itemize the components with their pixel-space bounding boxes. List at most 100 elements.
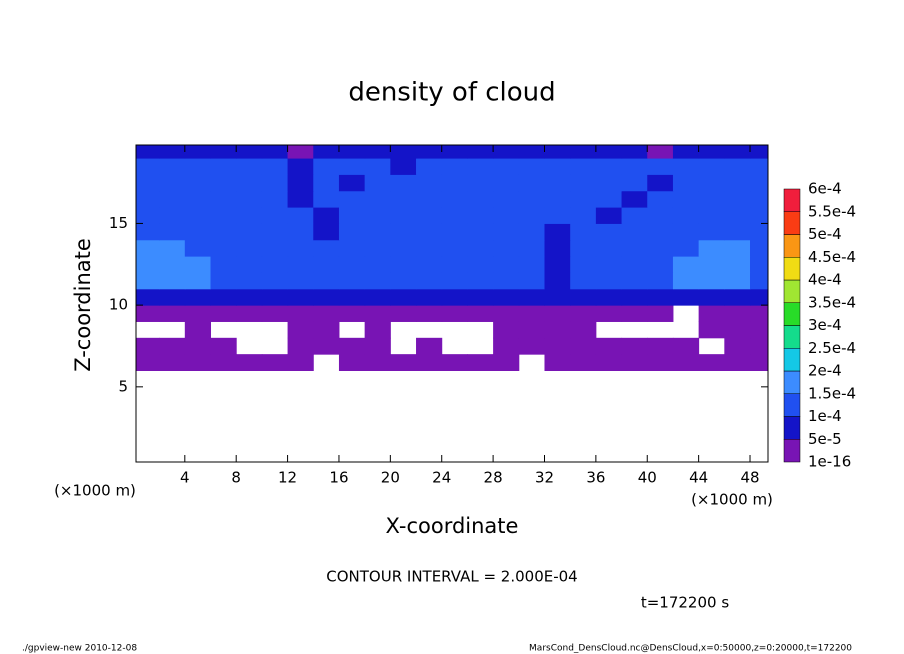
field-cell (544, 272, 571, 290)
field-cell (136, 223, 160, 241)
plot-frame (135, 144, 769, 463)
field-cell (621, 190, 648, 208)
field-cell (750, 190, 768, 208)
field-cell (313, 305, 340, 322)
field-cell (364, 256, 391, 273)
field-cell (159, 354, 186, 371)
field-cell (416, 207, 443, 224)
field-cell (724, 223, 751, 241)
field-cell (210, 354, 237, 371)
field-cell (518, 321, 545, 339)
field-cell (493, 337, 520, 355)
field-cell (210, 272, 237, 290)
chart-title: density of cloud (348, 78, 555, 108)
field-cell (338, 337, 366, 355)
y-tick-label: 5 (118, 377, 128, 395)
field-cell (724, 354, 751, 371)
field-cell (338, 223, 366, 241)
field-cell (544, 174, 571, 192)
field-cell (724, 256, 751, 273)
colorbar-box (783, 325, 801, 349)
field-cell (544, 288, 571, 306)
field-cell (390, 145, 417, 159)
field-cell (441, 272, 468, 290)
colorbar-label: 4.5e-4 (808, 248, 856, 266)
field-cell (287, 256, 314, 273)
x-tick-label: 28 (484, 469, 503, 487)
field-cell (287, 272, 314, 290)
field-cell (184, 158, 212, 175)
field-cell (698, 272, 725, 290)
colorbar-label: 2e-4 (808, 362, 842, 380)
field-cell (647, 158, 674, 175)
field-cell (159, 288, 186, 306)
field-cell (467, 239, 494, 257)
x-tick-label: 48 (740, 469, 759, 487)
field-cell (750, 321, 768, 339)
field-cell (136, 158, 160, 175)
field-cell (364, 305, 391, 322)
field-cell (595, 337, 623, 355)
field-cell (518, 190, 545, 208)
field-cell (287, 207, 314, 224)
field-cell (595, 158, 623, 175)
x-tick-label: 20 (381, 469, 400, 487)
field-cell (493, 272, 520, 290)
field-cell (441, 239, 468, 257)
field-cell (210, 174, 237, 192)
x-tick-label: 4 (180, 469, 190, 487)
colorbar-label: 1.5e-4 (808, 384, 856, 402)
field-cell (184, 223, 212, 241)
field-cell (750, 305, 768, 322)
field-cell (390, 239, 417, 257)
field-cell (313, 288, 340, 306)
field-cell (544, 321, 571, 339)
field-cell (287, 223, 314, 241)
field-cell (390, 174, 417, 192)
field-cell (236, 272, 263, 290)
field-cell (364, 354, 391, 371)
field-cell (261, 256, 289, 273)
field-cell (313, 190, 340, 208)
field-cell (210, 207, 237, 224)
field-cell (313, 174, 340, 192)
field-cell (313, 337, 340, 355)
field-cell (441, 223, 468, 241)
field-cell (441, 305, 468, 322)
field-cell (236, 158, 263, 175)
field-cell (570, 207, 597, 224)
field-cell (724, 190, 751, 208)
field-cell (390, 272, 417, 290)
field-cell (364, 223, 391, 241)
field-cell (544, 239, 571, 257)
field-cell (698, 239, 725, 257)
field-cell (261, 288, 289, 306)
field-cell (724, 337, 751, 355)
time-label: t=172200 s (641, 594, 729, 612)
field-cell (724, 288, 751, 306)
field-cell (647, 207, 674, 224)
field-cell (261, 305, 289, 322)
field-cell (159, 337, 186, 355)
y-tick-label: 10 (109, 296, 128, 314)
x-tick-label: 40 (638, 469, 657, 487)
field-cell (236, 145, 263, 159)
field-cell (647, 337, 674, 355)
field-cell (236, 223, 263, 241)
field-cell (672, 354, 700, 371)
field-cell (313, 223, 340, 241)
colorbar-label: 5e-4 (808, 225, 842, 243)
field-cell (595, 145, 623, 159)
field-cell (724, 145, 751, 159)
field-cell (390, 190, 417, 208)
field-cell (493, 190, 520, 208)
field-cell (364, 207, 391, 224)
field-cell (441, 158, 468, 175)
field-cell (467, 158, 494, 175)
field-cell (698, 207, 725, 224)
field-cell (338, 288, 366, 306)
field-cell (210, 145, 237, 159)
field-cell (672, 174, 700, 192)
field-cell (416, 256, 443, 273)
field-cell (647, 190, 674, 208)
